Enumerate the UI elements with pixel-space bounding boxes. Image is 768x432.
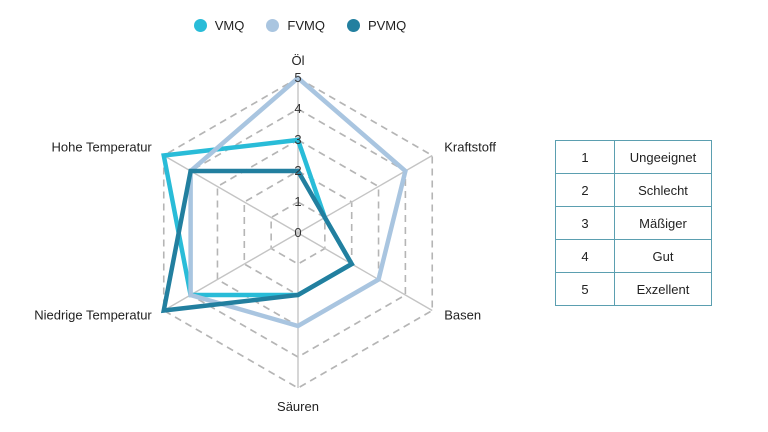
rating-scale-table: 1 Ungeeignet 2 Schlecht 3 Mäßiger 4 Gut … [555, 140, 712, 306]
grid-spoke [163, 154, 299, 234]
legend-label-pvmq: PVMQ [367, 18, 407, 33]
rating-label: Exzellent [614, 272, 712, 306]
rating-label: Ungeeignet [614, 140, 712, 174]
table-row: 4 Gut [555, 239, 712, 273]
axis-label: Basen [444, 308, 481, 323]
radial-tick-label: 3 [294, 132, 301, 147]
rating-number: 4 [555, 239, 615, 273]
rating-number: 5 [555, 272, 615, 306]
legend-dot-fvmq [266, 19, 280, 32]
legend-dot-vmq [193, 19, 207, 32]
legend-label-fvmq: FVMQ [287, 18, 325, 33]
legend-label-vmq: VMQ [214, 18, 245, 33]
table-row: 2 Schlecht [555, 173, 712, 207]
axis-label: Säuren [277, 399, 319, 414]
axis-label: Hohe Temperatur [52, 140, 153, 155]
legend-item-fvmq[interactable]: FVMQ [266, 18, 325, 33]
axis-label: Niedrige Temperatur [34, 308, 152, 323]
axis-label: Öl [292, 53, 305, 68]
grid-spoke [297, 232, 433, 312]
rating-label: Gut [614, 239, 712, 273]
axis-label: Kraftstoff [444, 140, 496, 155]
legend-dot-pvmq [346, 19, 360, 32]
radial-tick-label: 0 [294, 225, 301, 240]
series-line-pvmq [160, 168, 355, 314]
radial-tick-label: 5 [294, 70, 301, 85]
radial-tick-label: 1 [294, 194, 301, 209]
grid-spoke [297, 154, 433, 234]
legend-item-vmq[interactable]: VMQ [193, 18, 245, 33]
grid-spoke [163, 232, 299, 312]
chart-legend: VMQ FVMQ PVMQ [0, 18, 600, 33]
rating-number: 2 [555, 173, 615, 207]
radial-tick-label: 4 [294, 101, 301, 116]
table-row: 3 Mäßiger [555, 206, 712, 240]
rating-number: 1 [555, 140, 615, 174]
rating-number: 3 [555, 206, 615, 240]
radial-tick-label: 2 [294, 163, 301, 178]
table-row: 1 Ungeeignet [555, 140, 712, 174]
table-row: 5 Exzellent [555, 272, 712, 306]
legend-item-pvmq[interactable]: PVMQ [346, 18, 407, 33]
rating-label: Schlecht [614, 173, 712, 207]
rating-label: Mäßiger [614, 206, 712, 240]
